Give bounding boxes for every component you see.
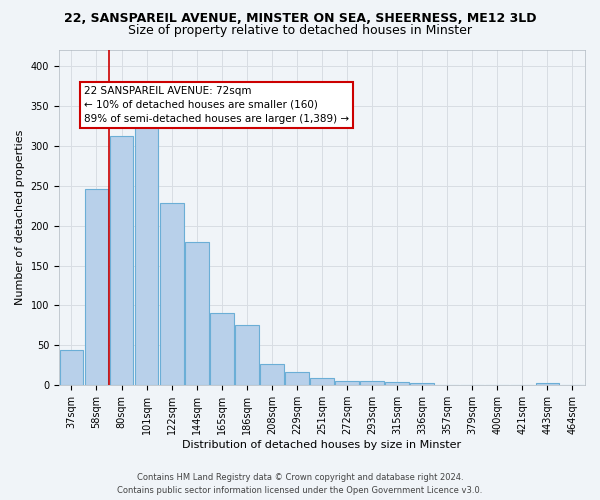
Text: Contains HM Land Registry data © Crown copyright and database right 2024.
Contai: Contains HM Land Registry data © Crown c… — [118, 474, 482, 495]
Bar — [310, 378, 334, 385]
Text: Size of property relative to detached houses in Minster: Size of property relative to detached ho… — [128, 24, 472, 37]
Bar — [360, 381, 384, 385]
Bar — [134, 118, 158, 385]
Bar — [410, 383, 434, 385]
X-axis label: Distribution of detached houses by size in Minster: Distribution of detached houses by size … — [182, 440, 461, 450]
Bar — [536, 383, 559, 385]
Bar — [260, 364, 284, 385]
Bar — [110, 136, 133, 385]
Text: 22, SANSPAREIL AVENUE, MINSTER ON SEA, SHEERNESS, ME12 3LD: 22, SANSPAREIL AVENUE, MINSTER ON SEA, S… — [64, 12, 536, 26]
Bar — [335, 381, 359, 385]
Bar — [85, 189, 109, 385]
Bar — [59, 350, 83, 385]
Bar — [185, 242, 209, 385]
Bar — [285, 372, 309, 385]
Bar — [160, 203, 184, 385]
Bar — [235, 326, 259, 385]
Text: 22 SANSPAREIL AVENUE: 72sqm
← 10% of detached houses are smaller (160)
89% of se: 22 SANSPAREIL AVENUE: 72sqm ← 10% of det… — [84, 86, 349, 124]
Bar — [210, 312, 233, 385]
Y-axis label: Number of detached properties: Number of detached properties — [15, 130, 25, 306]
Bar — [385, 382, 409, 385]
